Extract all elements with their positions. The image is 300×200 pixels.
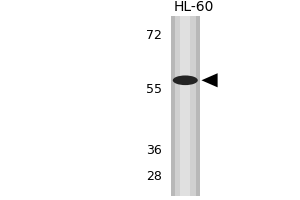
Bar — [171, 16, 200, 196]
Bar — [175, 16, 196, 196]
Ellipse shape — [173, 75, 198, 85]
Polygon shape — [202, 73, 218, 87]
Bar — [180, 16, 190, 196]
Text: 28: 28 — [146, 170, 162, 183]
Text: HL-60: HL-60 — [174, 0, 214, 14]
Text: 72: 72 — [146, 29, 162, 42]
Text: 55: 55 — [146, 83, 162, 96]
Text: 36: 36 — [146, 144, 162, 158]
